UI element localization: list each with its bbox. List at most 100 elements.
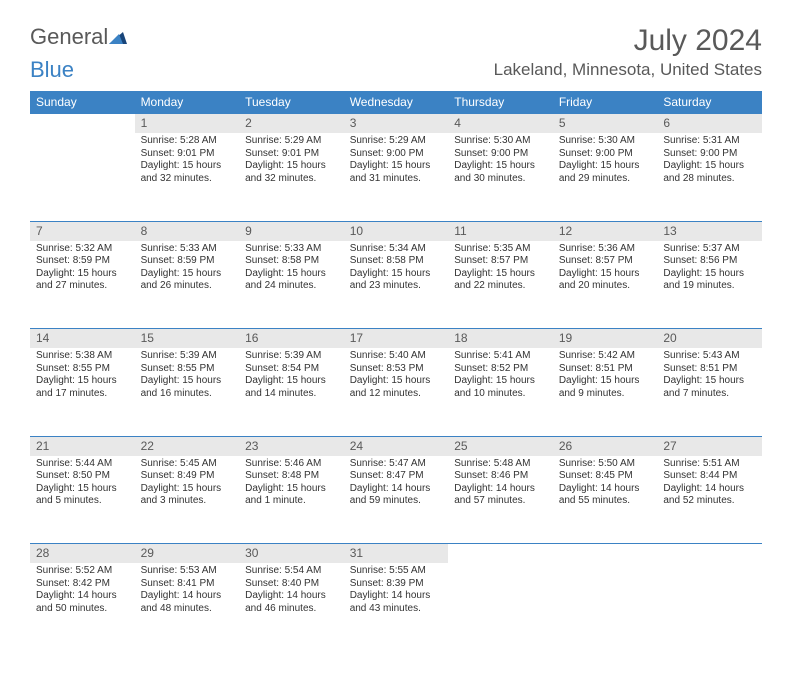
day-cell bbox=[553, 563, 658, 651]
sunrise-text: Sunrise: 5:39 AM bbox=[141, 350, 234, 363]
daylight-text: Daylight: 15 hours and 7 minutes. bbox=[663, 375, 756, 400]
sunset-text: Sunset: 8:56 PM bbox=[663, 255, 756, 268]
daylight-text: Daylight: 14 hours and 48 minutes. bbox=[141, 590, 234, 615]
logo-part1: General bbox=[30, 24, 108, 49]
sunset-text: Sunset: 8:49 PM bbox=[141, 470, 234, 483]
sunrise-text: Sunrise: 5:35 AM bbox=[454, 243, 547, 256]
day-number: 18 bbox=[448, 329, 553, 349]
daylight-text: Daylight: 15 hours and 19 minutes. bbox=[663, 268, 756, 293]
sunset-text: Sunset: 8:45 PM bbox=[559, 470, 652, 483]
sunrise-text: Sunrise: 5:43 AM bbox=[663, 350, 756, 363]
sunrise-text: Sunrise: 5:32 AM bbox=[36, 243, 129, 256]
daylight-text: Daylight: 14 hours and 57 minutes. bbox=[454, 483, 547, 508]
day-number: 14 bbox=[30, 329, 135, 349]
sunrise-text: Sunrise: 5:46 AM bbox=[245, 458, 338, 471]
day-cell: Sunrise: 5:41 AMSunset: 8:52 PMDaylight:… bbox=[448, 348, 553, 436]
day-cell: Sunrise: 5:29 AMSunset: 9:01 PMDaylight:… bbox=[239, 133, 344, 221]
sunrise-text: Sunrise: 5:51 AM bbox=[663, 458, 756, 471]
day-number bbox=[657, 544, 762, 564]
weekday-header: Tuesday bbox=[239, 91, 344, 114]
day-number: 17 bbox=[344, 329, 449, 349]
day-number: 11 bbox=[448, 221, 553, 241]
day-cell: Sunrise: 5:32 AMSunset: 8:59 PMDaylight:… bbox=[30, 241, 135, 329]
daylight-text: Daylight: 15 hours and 26 minutes. bbox=[141, 268, 234, 293]
daylight-text: Daylight: 14 hours and 43 minutes. bbox=[350, 590, 443, 615]
day-cell: Sunrise: 5:55 AMSunset: 8:39 PMDaylight:… bbox=[344, 563, 449, 651]
day-cell: Sunrise: 5:33 AMSunset: 8:58 PMDaylight:… bbox=[239, 241, 344, 329]
day-cell: Sunrise: 5:38 AMSunset: 8:55 PMDaylight:… bbox=[30, 348, 135, 436]
day-cell: Sunrise: 5:43 AMSunset: 8:51 PMDaylight:… bbox=[657, 348, 762, 436]
daylight-text: Daylight: 15 hours and 22 minutes. bbox=[454, 268, 547, 293]
sunset-text: Sunset: 8:52 PM bbox=[454, 363, 547, 376]
weekday-header: Thursday bbox=[448, 91, 553, 114]
sunset-text: Sunset: 8:53 PM bbox=[350, 363, 443, 376]
sunrise-text: Sunrise: 5:28 AM bbox=[141, 135, 234, 148]
daylight-text: Daylight: 15 hours and 28 minutes. bbox=[663, 160, 756, 185]
sunset-text: Sunset: 8:55 PM bbox=[36, 363, 129, 376]
sunset-text: Sunset: 8:46 PM bbox=[454, 470, 547, 483]
day-number: 21 bbox=[30, 436, 135, 456]
sunset-text: Sunset: 8:59 PM bbox=[36, 255, 129, 268]
day-number bbox=[553, 544, 658, 564]
weekday-header: Friday bbox=[553, 91, 658, 114]
day-number: 20 bbox=[657, 329, 762, 349]
day-content-row: Sunrise: 5:52 AMSunset: 8:42 PMDaylight:… bbox=[30, 563, 762, 651]
day-cell: Sunrise: 5:47 AMSunset: 8:47 PMDaylight:… bbox=[344, 456, 449, 544]
sunrise-text: Sunrise: 5:47 AM bbox=[350, 458, 443, 471]
sunset-text: Sunset: 9:00 PM bbox=[350, 148, 443, 161]
daylight-text: Daylight: 15 hours and 17 minutes. bbox=[36, 375, 129, 400]
day-number: 3 bbox=[344, 114, 449, 134]
sunrise-text: Sunrise: 5:31 AM bbox=[663, 135, 756, 148]
daylight-text: Daylight: 14 hours and 50 minutes. bbox=[36, 590, 129, 615]
day-cell: Sunrise: 5:45 AMSunset: 8:49 PMDaylight:… bbox=[135, 456, 240, 544]
day-cell bbox=[657, 563, 762, 651]
daylight-text: Daylight: 14 hours and 46 minutes. bbox=[245, 590, 338, 615]
daylight-text: Daylight: 15 hours and 3 minutes. bbox=[141, 483, 234, 508]
daylight-text: Daylight: 14 hours and 52 minutes. bbox=[663, 483, 756, 508]
sunset-text: Sunset: 8:58 PM bbox=[245, 255, 338, 268]
day-cell: Sunrise: 5:39 AMSunset: 8:54 PMDaylight:… bbox=[239, 348, 344, 436]
day-number-row: 28293031 bbox=[30, 544, 762, 564]
day-cell: Sunrise: 5:34 AMSunset: 8:58 PMDaylight:… bbox=[344, 241, 449, 329]
sunrise-text: Sunrise: 5:44 AM bbox=[36, 458, 129, 471]
logo-triangle-icon bbox=[109, 30, 127, 49]
weekday-header: Sunday bbox=[30, 91, 135, 114]
sunset-text: Sunset: 8:41 PM bbox=[141, 578, 234, 591]
day-number: 28 bbox=[30, 544, 135, 564]
sunset-text: Sunset: 8:57 PM bbox=[454, 255, 547, 268]
day-number: 27 bbox=[657, 436, 762, 456]
sunrise-text: Sunrise: 5:41 AM bbox=[454, 350, 547, 363]
daylight-text: Daylight: 15 hours and 32 minutes. bbox=[141, 160, 234, 185]
daylight-text: Daylight: 15 hours and 29 minutes. bbox=[559, 160, 652, 185]
sunrise-text: Sunrise: 5:30 AM bbox=[454, 135, 547, 148]
month-title: July 2024 bbox=[494, 24, 762, 58]
day-number: 31 bbox=[344, 544, 449, 564]
sunset-text: Sunset: 8:51 PM bbox=[559, 363, 652, 376]
daylight-text: Daylight: 15 hours and 31 minutes. bbox=[350, 160, 443, 185]
day-number-row: 21222324252627 bbox=[30, 436, 762, 456]
sunset-text: Sunset: 9:01 PM bbox=[141, 148, 234, 161]
daylight-text: Daylight: 15 hours and 5 minutes. bbox=[36, 483, 129, 508]
sunset-text: Sunset: 8:42 PM bbox=[36, 578, 129, 591]
daylight-text: Daylight: 15 hours and 1 minute. bbox=[245, 483, 338, 508]
calendar-table: Sunday Monday Tuesday Wednesday Thursday… bbox=[30, 91, 762, 651]
day-number bbox=[30, 114, 135, 134]
day-number: 6 bbox=[657, 114, 762, 134]
daylight-text: Daylight: 15 hours and 32 minutes. bbox=[245, 160, 338, 185]
daylight-text: Daylight: 15 hours and 12 minutes. bbox=[350, 375, 443, 400]
day-cell: Sunrise: 5:37 AMSunset: 8:56 PMDaylight:… bbox=[657, 241, 762, 329]
sunrise-text: Sunrise: 5:33 AM bbox=[141, 243, 234, 256]
sunrise-text: Sunrise: 5:53 AM bbox=[141, 565, 234, 578]
sunrise-text: Sunrise: 5:52 AM bbox=[36, 565, 129, 578]
day-cell: Sunrise: 5:40 AMSunset: 8:53 PMDaylight:… bbox=[344, 348, 449, 436]
header: General Blue July 2024 Lakeland, Minneso… bbox=[30, 24, 762, 83]
weekday-header: Wednesday bbox=[344, 91, 449, 114]
day-number: 1 bbox=[135, 114, 240, 134]
daylight-text: Daylight: 15 hours and 14 minutes. bbox=[245, 375, 338, 400]
sunset-text: Sunset: 8:48 PM bbox=[245, 470, 338, 483]
day-cell bbox=[448, 563, 553, 651]
day-number-row: 78910111213 bbox=[30, 221, 762, 241]
sunrise-text: Sunrise: 5:42 AM bbox=[559, 350, 652, 363]
day-number-row: 123456 bbox=[30, 114, 762, 134]
day-cell: Sunrise: 5:46 AMSunset: 8:48 PMDaylight:… bbox=[239, 456, 344, 544]
